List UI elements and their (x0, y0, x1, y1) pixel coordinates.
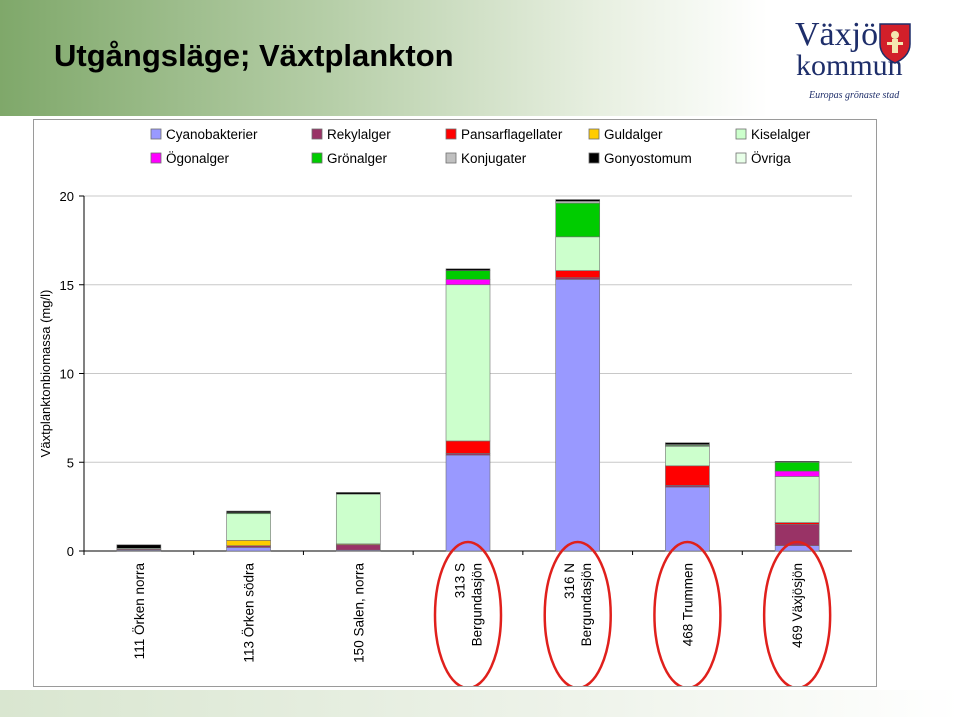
bar-segment-kiselalger (226, 513, 271, 541)
legend-swatch (588, 128, 600, 140)
y-tick-label: 20 (60, 189, 74, 204)
bar-segment--gonalger (445, 279, 491, 286)
bar-segment-pansarflagellater (445, 440, 491, 454)
x-tick-label: 468 Trummen (680, 563, 695, 646)
x-tick-label: 150 Salen, norra (351, 563, 366, 663)
bar-segment-gr-nalger (774, 461, 820, 472)
legend-label: Pansarflagellater (461, 127, 563, 142)
highlight-ellipse (653, 540, 722, 686)
legend-label: Grönalger (327, 151, 388, 166)
y-tick-label: 10 (60, 367, 74, 382)
highlight-ellipse (433, 540, 503, 686)
legend-swatch (445, 128, 457, 140)
legend-label: Rekylalger (327, 127, 391, 142)
bar-segment-gr-nalger (555, 202, 601, 238)
bar-segment--gonalger (774, 470, 820, 477)
legend-label: Kiselalger (751, 127, 811, 142)
x-tick-label: 113 Örken södra (242, 563, 257, 663)
bar-segment-gr-nalger (445, 270, 491, 280)
y-axis-label: Växtplanktonbiomassa (mg/l) (38, 290, 53, 458)
chart-frame: 0 5 10 15 20 Växtplanktonbiomassa (mg/l) 111 Ö… (33, 119, 877, 687)
x-tick-label: 313 S (453, 563, 468, 598)
y-tick-label: 5 (67, 455, 74, 470)
bar-segment-gonyostomum (665, 442, 710, 445)
legend-swatch (311, 128, 323, 140)
legend-swatch (150, 152, 162, 164)
bar-segment-cyanobakterier (665, 486, 710, 552)
legend-label: Cyanobakterier (166, 127, 258, 142)
legend-swatch (311, 152, 323, 164)
bar-segment-cyanobakterier (555, 279, 601, 552)
legend-label: Guldalger (604, 127, 663, 142)
bar-segment-kiselalger (335, 493, 381, 545)
legend-label: Konjugater (461, 151, 527, 166)
bar-segment-pansarflagellater (555, 270, 601, 278)
bar-segment-gonyostomum (335, 492, 381, 495)
bar-segment-gonyostomum (774, 461, 820, 463)
coat-of-arms-icon (879, 23, 911, 64)
legend-swatch (445, 152, 457, 164)
legend-swatch (588, 152, 600, 164)
highlight-ellipse (543, 540, 612, 686)
bar-segment-kiselalger (774, 476, 820, 523)
bar-segment-kiselalger (445, 284, 491, 442)
x-tick-label: 469 Växjösjön (790, 563, 805, 648)
bar-segment-guldalger (226, 540, 271, 546)
stacked-bar-chart: 0 5 10 15 20 Växtplanktonbiomassa (mg/l) 111 Ö… (38, 127, 852, 686)
bar-segment-pansarflagellater (665, 465, 710, 486)
page-title: Utgångsläge; Växtplankton (54, 38, 454, 73)
legend-swatch (150, 128, 162, 140)
bar-segment-rekylalger (335, 544, 381, 551)
x-tick-label: Bergundasjön (579, 563, 594, 646)
x-tick-label: 316 N (562, 563, 577, 599)
y-tick-label: 0 (67, 544, 74, 559)
bar-segment-gonyostomum (116, 544, 162, 549)
legend-swatch (735, 152, 747, 164)
bar-segment-gonyostomum (445, 268, 491, 271)
logo-name-line1: Växjö (795, 16, 879, 53)
legend-label: Gonyostomum (604, 151, 692, 166)
x-tick-label: Bergundasjön (470, 563, 485, 646)
bar-segment-cyanobakterier (445, 454, 491, 552)
legend-swatch (735, 128, 747, 140)
header-band (0, 0, 960, 116)
bar-segment-gonyostomum (555, 199, 601, 202)
bar-segment-kiselalger (555, 236, 601, 271)
bar-segment-gonyostomum (226, 510, 271, 514)
logo-tagline: Europas grönaste stad (809, 90, 900, 101)
highlight-ellipse (762, 540, 832, 686)
x-tick-label: 111 Örken norra (132, 563, 147, 660)
footer-band (0, 690, 960, 717)
bar-segment-kiselalger (665, 445, 710, 467)
bar-segment-cyanobakterier (226, 547, 271, 552)
y-tick-label: 15 (60, 278, 74, 293)
legend-label: Ögonalger (166, 151, 230, 166)
vaxjo-kommun-logo: Växjö kommun Europas grönaste stad (795, 18, 955, 106)
legend-label: Övriga (751, 151, 791, 166)
